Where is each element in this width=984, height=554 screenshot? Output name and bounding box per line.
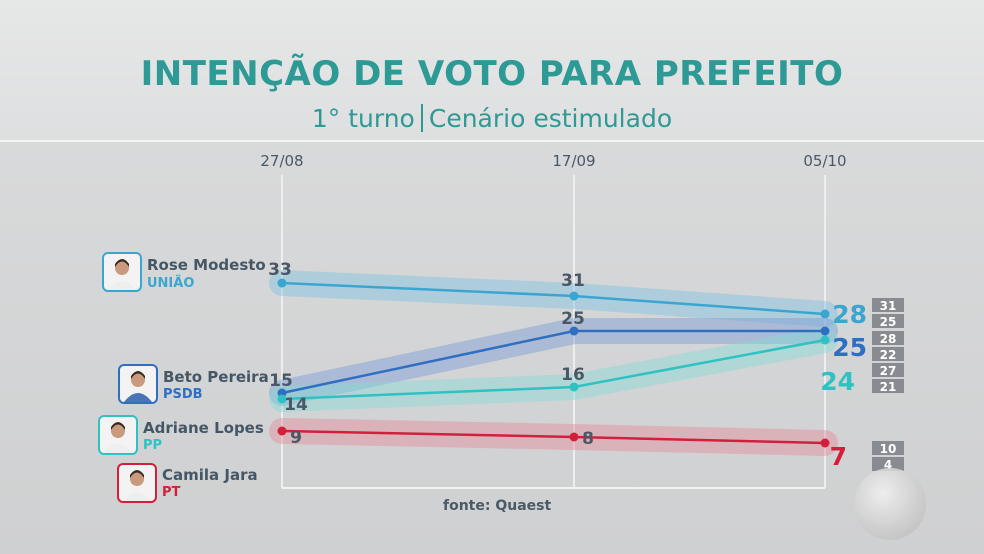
camila-jara-final-value: 7 (830, 442, 847, 471)
camila-jara-point (820, 438, 830, 448)
x-tick-label: 05/10 (803, 152, 846, 170)
beto-pereira-name: Beto Pereira (163, 368, 269, 386)
adriane-lopes-margin-label: 27 (880, 364, 897, 378)
adriane-lopes-party: PP (143, 438, 163, 453)
beto-pereira-final-value: 25 (832, 333, 867, 362)
camila-jara-photo-icon (117, 463, 157, 503)
camila-jara-margin-label: 4 (884, 458, 892, 472)
adriane-lopes-photo-icon (98, 415, 138, 455)
adriane-lopes-point (569, 382, 579, 392)
rose-modesto-point (277, 278, 287, 288)
rose-modesto-name: Rose Modesto (147, 256, 266, 274)
rose-modesto-data-label: 33 (268, 260, 292, 280)
beto-pereira-margin-box (872, 347, 904, 361)
adriane-lopes-point (277, 394, 287, 404)
rose-modesto-margin-box (872, 314, 904, 328)
source-note: fonte: Quaest (443, 498, 552, 514)
rose-modesto-point (820, 309, 830, 319)
chart-title: INTENÇÃO DE VOTO PARA PREFEITO (140, 54, 844, 94)
rose-modesto-margin-label: 31 (880, 299, 897, 313)
beto-pereira-data-label: 25 (561, 309, 585, 329)
beto-pereira-photo-icon (118, 364, 158, 404)
rose-modesto-photo-icon (102, 252, 142, 292)
rose-modesto-final-value: 28 (832, 300, 867, 329)
camila-jara-margin-box (872, 441, 904, 455)
beto-pereira-margin-box (872, 331, 904, 345)
camila-jara-data-label: 9 (290, 428, 302, 448)
subtitle-scenario: Cenário estimulado (428, 104, 673, 133)
beto-pereira-data-label: 15 (269, 371, 293, 391)
beto-pereira-party: PSDB (163, 387, 203, 402)
header (0, 0, 984, 140)
rose-modesto-data-label: 31 (561, 271, 585, 291)
adriane-lopes-name: Adriane Lopes (143, 419, 264, 437)
beto-pereira-margin-label: 28 (880, 332, 897, 346)
camila-jara-point (277, 426, 287, 436)
x-tick-label: 27/08 (260, 152, 303, 170)
rose-modesto-margin-label: 25 (880, 315, 897, 329)
adriane-lopes-margin-label: 21 (880, 380, 897, 394)
beto-pereira-point (820, 326, 830, 336)
beto-pereira-margin-label: 22 (880, 348, 897, 362)
camila-jara-margin-box (872, 457, 904, 471)
camila-jara-point (569, 432, 579, 442)
adriane-lopes-final-value: 24 (820, 367, 855, 396)
subtitle-separator (420, 104, 423, 132)
broadcaster-logo-icon (854, 468, 926, 540)
subtitle-round: 1° turno (311, 104, 415, 133)
beto-pereira-point (569, 326, 579, 336)
adriane-lopes-data-label: 16 (561, 365, 585, 385)
rose-modesto-margin-box (872, 298, 904, 312)
rose-modesto-party: UNIÃO (147, 276, 195, 291)
camila-jara-name: Camila Jara (162, 466, 258, 484)
chart-subtitle: 1° turno Cenário estimulado (0, 104, 984, 133)
header-divider (0, 140, 984, 142)
adriane-lopes-margin-box (872, 379, 904, 393)
camila-jara-data-label: 8 (582, 429, 594, 449)
adriane-lopes-data-label: 14 (284, 395, 308, 415)
camila-jara-margin-label: 10 (880, 442, 897, 456)
x-tick-label: 17/09 (552, 152, 595, 170)
adriane-lopes-point (820, 335, 830, 345)
adriane-lopes-margin-box (872, 363, 904, 377)
camila-jara-party: PT (162, 485, 181, 500)
rose-modesto-point (569, 291, 579, 301)
